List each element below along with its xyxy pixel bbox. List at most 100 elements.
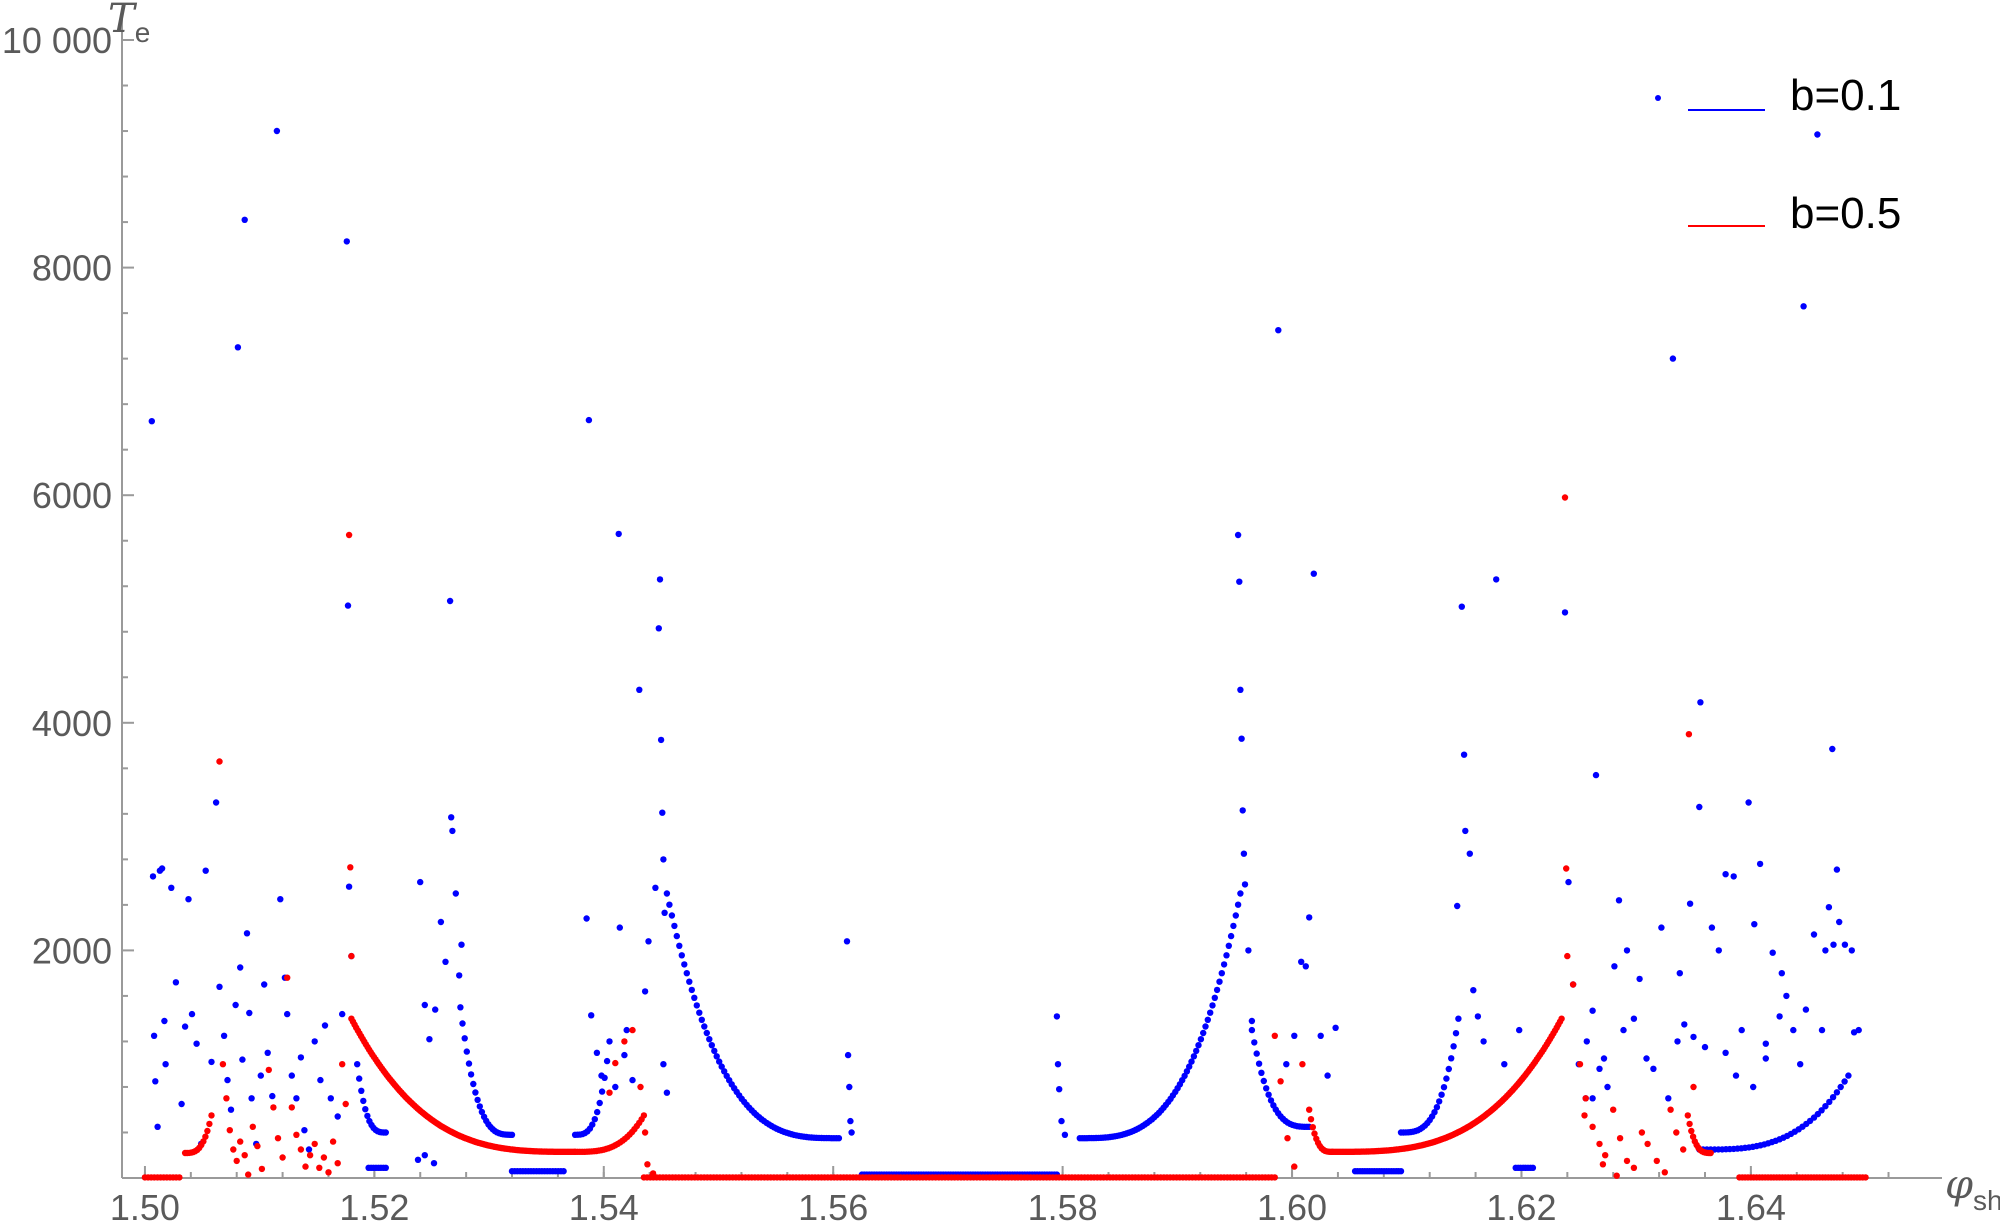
data-point [641,1129,649,1136]
data-point [321,1022,329,1029]
data-point [1564,952,1571,960]
data-point [1826,1098,1833,1106]
data-point [1818,1026,1826,1034]
data-point [1267,1097,1275,1104]
data-point [1258,1069,1265,1077]
x-tick-label: 1.50 [110,1187,180,1227]
data-point [220,1032,228,1040]
data-point [1436,1098,1443,1105]
data-point [446,597,454,605]
data-point [382,1164,389,1172]
data-point [1462,827,1469,835]
data-point [598,1072,605,1079]
data-point [237,1138,244,1145]
data-point [1277,1078,1284,1085]
y-axis-title-main: T [108,0,138,42]
data-point [1630,1164,1638,1172]
data-point [1750,1083,1757,1091]
data-point [1480,1038,1487,1045]
data-point [1690,1083,1697,1091]
data-point [1237,686,1244,693]
data-point [339,1010,346,1018]
data-point [269,1092,276,1100]
data-point [636,686,643,693]
data-point [264,1049,271,1057]
data-point [637,1083,644,1091]
data-point [1845,1072,1852,1079]
data-point [1190,1053,1198,1060]
data-point [1722,871,1729,878]
data-point [621,1051,628,1059]
data-point [1271,1174,1279,1181]
data-point [1454,902,1461,910]
data-point [1673,1129,1680,1136]
y-tick-label: 8000 [32,248,112,289]
data-point [465,1060,473,1067]
data-point [1643,1055,1650,1062]
data-point [273,127,281,135]
data-point [1470,987,1477,994]
data-point [698,1016,705,1023]
legend-entry-1: b=0.5 [1688,189,1901,238]
legend-label-0: b=0.1 [1790,71,1901,120]
data-point [1732,1072,1740,1079]
data-point [696,1009,703,1016]
data-point [1822,947,1829,954]
data-point [1738,1026,1745,1034]
data-point [1230,922,1237,930]
data-point [1776,1013,1783,1020]
axes [121,12,1942,1179]
data-point [234,344,242,351]
data-point [1307,1116,1315,1123]
data-point [204,1127,211,1135]
data-point [1841,1078,1848,1085]
data-point [1516,1026,1523,1034]
data-point [161,1017,168,1025]
data-point [188,1010,196,1018]
data-point [152,1078,159,1085]
data-point [691,994,698,1001]
data-point [1298,958,1305,965]
data-point [458,941,465,948]
data-point [1822,1103,1829,1110]
plot-points [141,127,1869,1181]
data-point [706,1036,713,1043]
data-point [301,1127,308,1134]
data-point [588,1012,595,1019]
data-point [1674,1038,1681,1045]
data-point [596,1099,603,1107]
data-point [1841,941,1849,948]
data-point [284,974,291,981]
data-point [1438,1091,1445,1098]
data-point [1255,1060,1263,1067]
data-point [1204,1016,1212,1023]
data-point [158,865,166,872]
data-point [701,1023,708,1030]
data-point [1056,1086,1063,1093]
data-point [442,958,449,965]
data-point [1730,873,1737,880]
series-0 [148,127,1862,1178]
data-point [598,1088,606,1095]
data-point [1583,1038,1591,1045]
data-point [1460,751,1468,758]
data-point [426,1036,433,1043]
data-point [1565,878,1572,886]
data-point [339,1061,346,1068]
data-point [356,1075,363,1082]
data-point [470,1080,477,1088]
data-point [1302,963,1310,970]
data-point [1207,1009,1214,1016]
data-point [421,1152,428,1159]
data-point [629,1026,636,1034]
data-point [641,988,649,995]
data-point [711,1047,718,1055]
data-point [1299,1061,1306,1068]
data-point [237,964,244,971]
data-point [659,809,666,816]
data-point [1701,1043,1709,1051]
data-point [414,1156,422,1164]
data-point [657,736,665,744]
data-point [1227,932,1235,940]
y-axis-title: Te [108,0,150,48]
